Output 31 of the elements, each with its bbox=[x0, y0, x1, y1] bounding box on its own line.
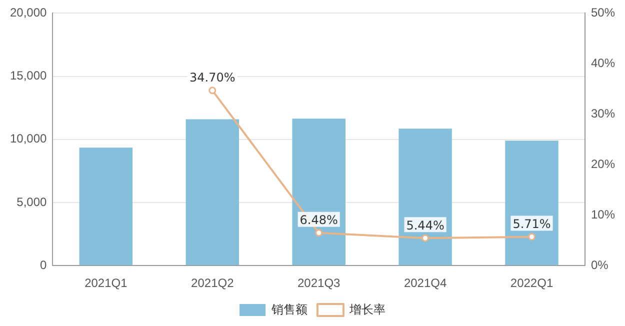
x-tick-label: 2022Q1 bbox=[510, 276, 554, 290]
bar bbox=[292, 118, 346, 266]
x-tick-label: 2021Q4 bbox=[404, 276, 447, 290]
point bbox=[422, 234, 430, 242]
point bbox=[208, 86, 216, 94]
bar bbox=[79, 148, 133, 266]
x-tick-label: 2021Q2 bbox=[191, 276, 234, 290]
y-tick-label: 15,000 bbox=[10, 68, 48, 83]
y-tick-label: 10,000 bbox=[10, 132, 48, 146]
y2-tick-label: 20% bbox=[590, 156, 616, 171]
y2-tick-label: 50% bbox=[590, 6, 616, 20]
legend-label: 增长率 bbox=[348, 302, 386, 316]
x-tick-label: 2021Q3 bbox=[297, 276, 341, 290]
data-label: 34.70% bbox=[190, 70, 236, 85]
bar bbox=[398, 128, 452, 266]
legend-label: 销售额 bbox=[270, 302, 308, 316]
y2-tick-label: 0% bbox=[590, 258, 609, 272]
point bbox=[315, 229, 323, 237]
bar bbox=[186, 119, 239, 266]
data-label: 6.48% bbox=[300, 213, 338, 228]
bar bbox=[505, 140, 558, 266]
y2-tick-label: 30% bbox=[590, 106, 616, 120]
data-label: 5.71% bbox=[512, 216, 551, 231]
data-label: 5.44% bbox=[406, 218, 444, 232]
y-tick-label: 0 bbox=[40, 258, 48, 272]
y2-tick-label: 10% bbox=[590, 207, 616, 222]
y-tick-label: 5,000 bbox=[16, 194, 48, 209]
y2-tick-label: 40% bbox=[590, 56, 616, 70]
x-tick-label: 2021Q1 bbox=[84, 276, 128, 290]
point bbox=[528, 233, 536, 241]
y-tick-label: 20,000 bbox=[10, 6, 48, 20]
